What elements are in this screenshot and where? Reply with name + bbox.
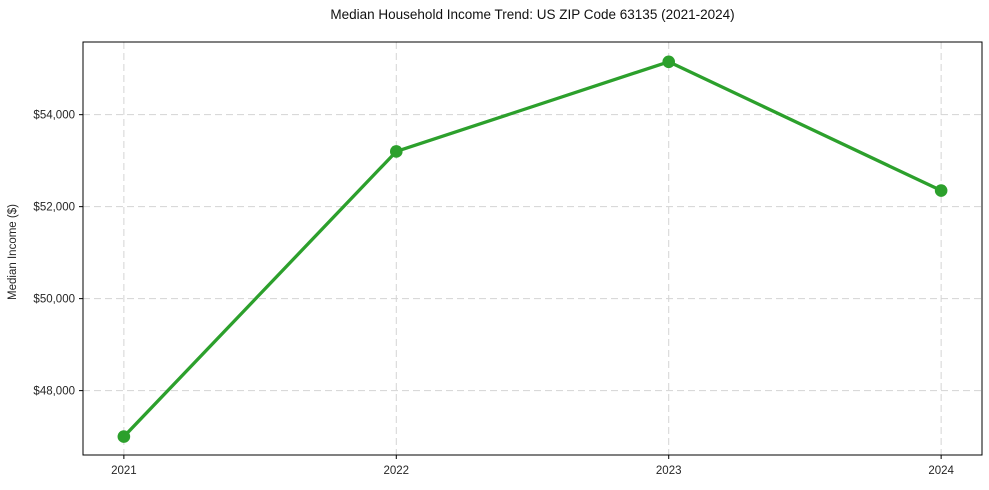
- y-tick-label: $54,000: [33, 110, 75, 122]
- y-tick-label: $48,000: [33, 386, 75, 398]
- data-point-2024: [934, 184, 948, 197]
- data-point-2022: [389, 145, 403, 158]
- y-tick-label: $50,000: [33, 294, 75, 306]
- x-tick-label: 2022: [383, 465, 409, 477]
- axes-spines: [82, 41, 983, 456]
- income-trend-line: [122, 60, 943, 439]
- chart-title: Median Household Income Trend: US ZIP Co…: [330, 7, 735, 22]
- x-tick-label: 2021: [111, 465, 137, 477]
- y-tick-label: $52,000: [33, 202, 75, 214]
- data-point-2023: [662, 55, 676, 69]
- x-tick-label: 2024: [928, 465, 954, 477]
- x-tick-label: 2023: [656, 465, 682, 477]
- data-point-2021: [117, 430, 131, 443]
